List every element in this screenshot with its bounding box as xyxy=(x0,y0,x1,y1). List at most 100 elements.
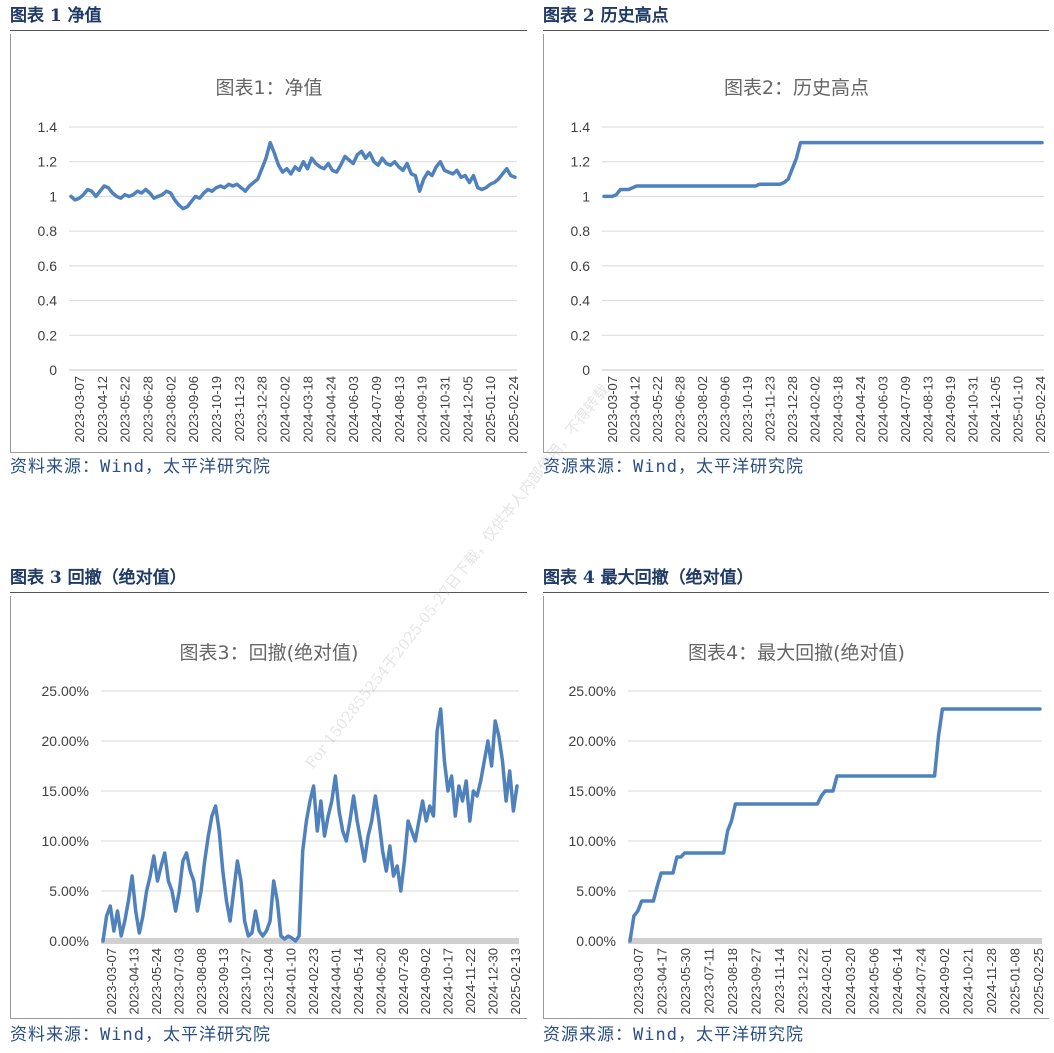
x-tick-label: 2024-09-02 xyxy=(937,948,952,1015)
x-tick-label: 2023-08-02 xyxy=(695,376,710,443)
x-tick-label: 2023-08-18 xyxy=(725,948,740,1015)
x-tick-label: 2023-11-14 xyxy=(772,948,787,1014)
source-note: 资源来源：Wind，太平洋研究院 xyxy=(543,1025,804,1045)
x-tick-label: 2024-10-31 xyxy=(965,376,980,443)
source-note: 资源来源：Wind，太平洋研究院 xyxy=(543,457,804,477)
x-tick-label: 2023-10-27 xyxy=(239,948,254,1015)
y-tick-label: 0.00% xyxy=(49,933,89,949)
x-tick-label: 2024-03-20 xyxy=(843,948,858,1015)
panel-drawdown: 图表 3 回撤（绝对值） 图表3：回撤(绝对值) 0.00% 5.00% 10.00%… xyxy=(10,566,527,1050)
chart-title: 图表4：最大回撤(绝对值) xyxy=(688,642,905,664)
panel-max-drawdown: 图表 4 最大回撤（绝对值） 图表4：最大回撤(绝对值) 0.00% 5.00% 10… xyxy=(543,566,1049,1050)
source-note: 资料来源：Wind，太平洋研究院 xyxy=(10,457,271,477)
x-tick-label: 2024-06-03 xyxy=(346,376,361,443)
x-tick-label: 2023-04-12 xyxy=(95,376,110,443)
x-tick-label: 2024-07-24 xyxy=(913,948,928,1015)
x-tick-label: 2024-05-14 xyxy=(351,948,366,1015)
x-tick-label: 2024-03-18 xyxy=(300,376,315,443)
x-tick-label: 2024-08-13 xyxy=(392,376,407,443)
y-tick-label: 0.6 xyxy=(38,258,58,274)
chart-title: 图表3：回撤(绝对值) xyxy=(180,642,359,664)
x-tick-label: 2023-09-06 xyxy=(186,376,201,443)
x-tick-label: 2024-02-02 xyxy=(278,376,293,443)
y-tick-label: 0.4 xyxy=(38,293,58,309)
chart-frame: 图表3：回撤(绝对值) 0.00% 5.00% 10.00% 15.00% 20.00% 2… xyxy=(10,596,527,1019)
panel-historical-high: 图表 2 历史高点 图表2：历史高点 0 0.2 0.4 0.6 0.8 1 1.2 1.4 20… xyxy=(543,4,1049,482)
x-tick-label: 2024-12-05 xyxy=(460,376,475,443)
x-tick-label: 2023-04-12 xyxy=(628,376,643,443)
series-line xyxy=(628,707,1042,943)
x-tick-label: 2024-07-26 xyxy=(396,948,411,1015)
x-tick-label: 2024-12-05 xyxy=(988,376,1003,443)
x-tick-label: 2023-06-28 xyxy=(141,376,156,443)
figure-heading: 图表 4 最大回撤（绝对值） xyxy=(543,568,754,588)
y-tick-label: 0.4 xyxy=(571,293,591,309)
y-tick-label: 0.2 xyxy=(38,327,58,343)
y-tick-label: 1.2 xyxy=(38,154,58,170)
y-tick-label: 1.4 xyxy=(571,119,591,135)
series-line xyxy=(101,707,519,943)
x-tick-label: 2023-03-07 xyxy=(72,376,87,443)
y-tick-label: 25.00% xyxy=(42,683,89,699)
x-tick-label: 2023-12-04 xyxy=(261,948,276,1015)
x-tick-label: 2023-09-06 xyxy=(718,376,733,443)
x-tick-label: 2025-02-24 xyxy=(1033,376,1048,443)
x-tick-label: 2024-06-03 xyxy=(875,376,890,443)
x-tick-label: 2023-03-07 xyxy=(104,948,119,1015)
y-tick-label: 25.00% xyxy=(569,683,616,699)
chart-title: 图表2：历史高点 xyxy=(724,77,869,99)
x-tick-label: 2024-04-24 xyxy=(853,376,868,443)
x-tick-label: 2023-12-28 xyxy=(255,376,270,443)
x-tick-label: 2024-02-02 xyxy=(808,376,823,443)
heading-rule xyxy=(10,592,527,593)
x-tick-label: 2023-10-19 xyxy=(209,376,224,443)
series-line xyxy=(602,140,1044,199)
x-tick-label: 2024-12-30 xyxy=(486,948,501,1015)
x-tick-label: 2024-10-31 xyxy=(437,376,452,443)
max-drawdown-line-chart: 图表4：最大回撤(绝对值) 0.00% 5.00% 10.00% 15.00% 20.00… xyxy=(569,642,1046,1015)
x-tick-label: 2023-05-24 xyxy=(149,948,164,1015)
heading-rule xyxy=(543,592,1049,593)
x-tick-label: 2024-03-18 xyxy=(830,376,845,443)
x-tick-label: 2023-11-23 xyxy=(232,376,247,442)
nav-line-chart: 图表1：净值 0 0.2 0.4 0.6 0.8 1 1.2 1.4 2023-03-07 2023… xyxy=(38,77,521,443)
y-tick-label: 5.00% xyxy=(49,883,89,899)
y-tick-label: 0.8 xyxy=(38,223,58,239)
x-tick-label: 2023-08-02 xyxy=(163,376,178,443)
y-tick-label: 0 xyxy=(582,362,590,378)
y-tick-label: 0.8 xyxy=(571,223,591,239)
x-tick-label: 2023-05-30 xyxy=(678,948,693,1015)
x-tick-label: 2024-09-19 xyxy=(415,376,430,443)
x-tick-label: 2024-06-14 xyxy=(890,948,905,1015)
x-tick-label: 2025-01-10 xyxy=(1010,376,1025,443)
y-tick-label: 10.00% xyxy=(569,833,616,849)
y-tick-label: 1.2 xyxy=(571,154,591,170)
chart-frame: 图表4：最大回撤(绝对值) 0.00% 5.00% 10.00% 15.00% 20.00… xyxy=(543,596,1049,1019)
x-tick-label: 2025-02-24 xyxy=(506,376,521,443)
x-tick-label: 2024-11-28 xyxy=(984,948,999,1014)
source-note: 资料来源：Wind，太平洋研究院 xyxy=(10,1025,271,1045)
x-tick-label: 2023-12-22 xyxy=(796,948,811,1015)
x-tick-label: 2024-11-22 xyxy=(463,948,478,1014)
x-tick-label: 2023-11-23 xyxy=(763,376,778,442)
y-tick-label: 20.00% xyxy=(42,733,89,749)
x-tick-label: 2024-07-09 xyxy=(369,376,384,443)
x-tick-label: 2023-05-22 xyxy=(118,376,133,443)
figure-heading: 图表 2 历史高点 xyxy=(543,6,669,26)
x-tick-label: 2024-02-01 xyxy=(819,948,834,1015)
x-tick-label: 2023-03-07 xyxy=(605,376,620,443)
x-tick-label: 2024-09-02 xyxy=(418,948,433,1015)
x-tick-label: 2025-02-25 xyxy=(1031,948,1046,1015)
y-tick-label: 15.00% xyxy=(569,783,616,799)
x-tick-label: 2024-08-13 xyxy=(920,376,935,443)
x-tick-label: 2024-09-19 xyxy=(943,376,958,443)
drawdown-line-chart: 图表3：回撤(绝对值) 0.00% 5.00% 10.00% 15.00% 20.00% 2… xyxy=(42,642,523,1015)
y-tick-label: 0.6 xyxy=(571,258,591,274)
y-tick-label: 5.00% xyxy=(576,883,616,899)
y-tick-label: 10.00% xyxy=(42,833,89,849)
x-tick-label: 2024-10-17 xyxy=(441,948,456,1015)
x-tick-label: 2024-07-09 xyxy=(898,376,913,443)
series-line xyxy=(69,140,517,211)
x-tick-label: 2024-02-23 xyxy=(306,948,321,1015)
x-tick-label: 2023-08-08 xyxy=(194,948,209,1015)
